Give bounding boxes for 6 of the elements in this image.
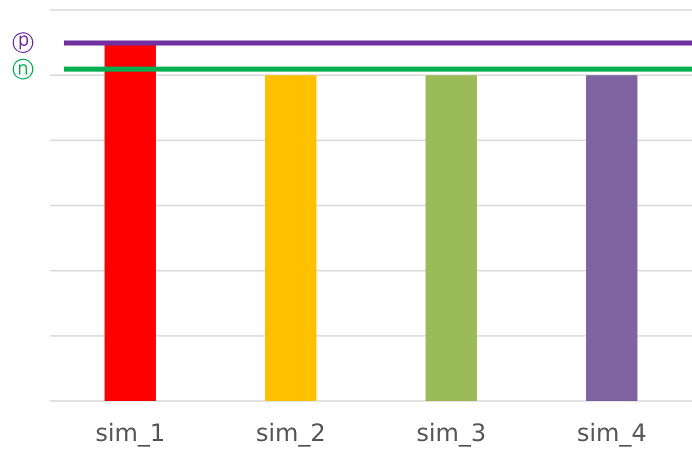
- x-tick-label: sim_1: [95, 419, 166, 447]
- ref-line-label: ⓝ: [12, 58, 34, 83]
- x-tick-label: sim_4: [576, 419, 647, 447]
- x-tick-label: sim_2: [256, 419, 326, 447]
- ref-line-label: ⓟ: [12, 32, 34, 57]
- x-tick-label: sim_3: [416, 419, 486, 447]
